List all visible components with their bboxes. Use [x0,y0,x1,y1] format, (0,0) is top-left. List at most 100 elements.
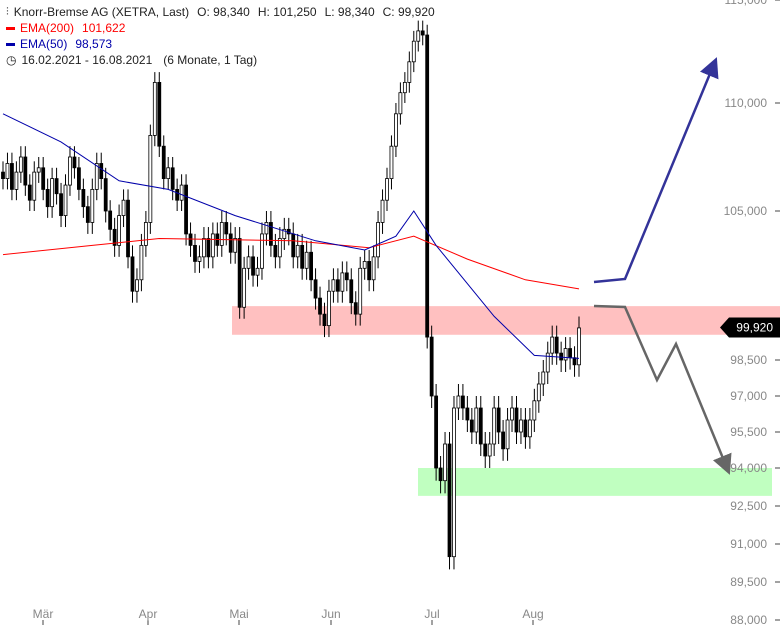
candle-body [228,233,233,253]
y-tick-label: 110,000 [725,96,768,110]
candle-body [295,244,300,258]
candle-body [438,467,443,482]
candle-body [335,279,340,292]
candle-body [103,178,108,212]
candle-body [483,443,488,457]
candle-body [224,222,229,235]
y-tick-label: 97,000 [730,389,767,403]
candle-body [291,233,296,258]
y-tick-label: 89,500 [730,575,767,589]
candle-body [255,267,260,276]
candle-body [367,261,372,281]
candle-body [170,167,175,190]
candle-body [487,443,492,457]
candle-body [112,228,117,246]
x-tick-label: Jul [424,607,439,621]
candle-body [371,256,376,281]
y-tick-label: 95,500 [730,425,767,439]
date-range: 16.02.2021 - 16.08.2021 [21,53,153,67]
candle-body [465,407,470,421]
candle-body [184,184,188,235]
candle-body [313,279,318,299]
candle-body [175,188,180,201]
candle-body [331,279,336,292]
candle-body [349,279,354,304]
candle-body [434,395,439,469]
candle-body [398,92,403,115]
candle-body [202,238,206,258]
last-price-label: 99,920 [736,320,773,334]
candle-body [269,222,273,246]
candle-body [563,348,568,361]
candle-body [206,238,211,258]
candle-body [32,171,37,201]
candle-body [54,178,59,195]
candle-body [545,352,550,373]
candle-body [541,371,546,385]
y-tick-label: 105,000 [724,204,768,218]
resistance-zone [232,306,780,335]
candle-body [1,171,5,179]
candle-body [72,156,77,169]
ema200-line [2,235,580,290]
candle-body [456,395,461,409]
candle-body [197,256,202,262]
candle-body [514,407,519,433]
candle-body [389,145,394,179]
candle-body [63,184,68,216]
candle-body [425,34,430,338]
candle-body [233,238,238,253]
candle-body [429,336,434,397]
candle-body [5,163,10,179]
candle-body [478,407,483,445]
candle-body [18,156,23,173]
candle-body [117,215,121,246]
scenario-arrows [593,57,732,475]
candle-body [282,228,287,239]
candle-body [126,199,130,258]
candle-body [554,336,559,354]
candle-body [161,145,166,179]
candle-body [59,193,63,216]
candle-body [411,40,416,63]
candle-body [188,233,193,246]
candle-body [157,82,162,147]
candle-body [407,61,412,83]
candle-body [143,222,148,246]
candle-body [510,407,514,421]
candle-body [90,188,95,223]
candle-body [36,167,41,173]
candle-body [469,419,474,433]
bullish-scenario-arrow [593,57,719,284]
candle-body [50,178,55,208]
candle-body [505,419,510,450]
candle-body [237,238,242,308]
candle-body [273,244,278,258]
y-tick-label: 88,000 [730,613,767,625]
candle-body [304,251,309,269]
period-label: (6 Monate, 1 Tag) [163,53,258,67]
candle-body [135,279,139,292]
candle-body [193,244,197,262]
candle-body [23,156,28,186]
x-tick-label: Jun [321,607,340,621]
candle-body [45,188,50,208]
candle-body [264,222,269,235]
candle-body [496,407,501,433]
candle-body [68,156,72,186]
candle-body [519,419,523,433]
candle-body [152,82,157,136]
candle-body [99,163,104,179]
candle-body [94,163,99,190]
x-tick-label: Aug [522,607,543,621]
candle-body [340,272,345,292]
ema50-line [2,113,580,359]
candle-body [416,30,421,42]
candle-body [130,256,135,292]
clock-icon: ◷ [6,53,17,67]
candle-body [27,184,32,201]
candle-body [420,30,425,36]
support-zone [418,468,772,496]
candle-body [394,113,398,147]
candle-body [492,407,497,445]
